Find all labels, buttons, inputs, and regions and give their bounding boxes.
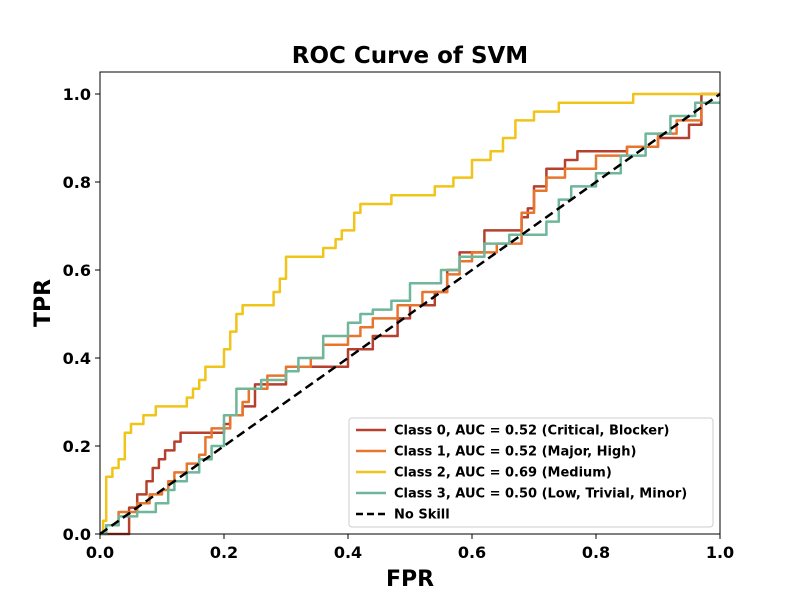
y-axis: 0.0 0.2 0.4 0.6 0.8 1.0	[63, 85, 100, 544]
y-tick-label-2: 0.4	[63, 349, 91, 368]
x-tick-label-1: 0.2	[210, 543, 238, 562]
legend-label-1: Class 1, AUC = 0.52 (Major, High)	[394, 445, 636, 460]
x-tick-label-4: 0.8	[582, 543, 610, 562]
legend-label-3: Class 3, AUC = 0.50 (Low, Trivial, Minor…	[394, 487, 687, 502]
y-tick-label-4: 0.8	[63, 173, 91, 192]
x-axis: 0.0 0.2 0.4 0.6 0.8 1.0	[86, 534, 734, 562]
x-tick-label-5: 1.0	[706, 543, 734, 562]
legend-label-0: Class 0, AUC = 0.52 (Critical, Blocker)	[394, 424, 669, 439]
x-tick-label-0: 0.0	[86, 543, 114, 562]
x-tick-label-2: 0.4	[334, 543, 362, 562]
legend: Class 0, AUC = 0.52 (Critical, Blocker) C…	[348, 417, 714, 528]
series-line-2	[100, 92, 720, 536]
y-axis-label: TPR	[31, 279, 56, 327]
series-layer	[99, 92, 721, 536]
legend-label-4: No Skill	[394, 508, 450, 523]
y-tick-label-5: 1.0	[63, 85, 91, 104]
x-tick-label-3: 0.6	[458, 543, 486, 562]
y-tick-label-0: 0.0	[63, 525, 91, 544]
legend-box	[348, 417, 714, 528]
y-tick-label-3: 0.6	[63, 261, 91, 280]
y-tick-label-1: 0.2	[63, 437, 91, 456]
legend-label-2: Class 2, AUC = 0.69 (Medium)	[394, 466, 612, 481]
chart-title: ROC Curve of SVM	[292, 43, 528, 69]
series-line-1	[100, 101, 720, 536]
plot-frame	[99, 71, 721, 535]
series-line-0	[100, 92, 720, 536]
series-line-4	[99, 92, 721, 536]
x-axis-label: FPR	[386, 567, 434, 592]
series-line-3	[100, 101, 720, 536]
